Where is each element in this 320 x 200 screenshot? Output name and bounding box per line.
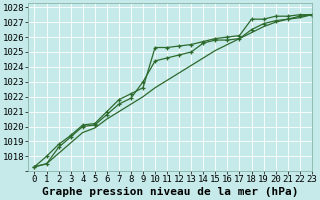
- X-axis label: Graphe pression niveau de la mer (hPa): Graphe pression niveau de la mer (hPa): [42, 187, 298, 197]
